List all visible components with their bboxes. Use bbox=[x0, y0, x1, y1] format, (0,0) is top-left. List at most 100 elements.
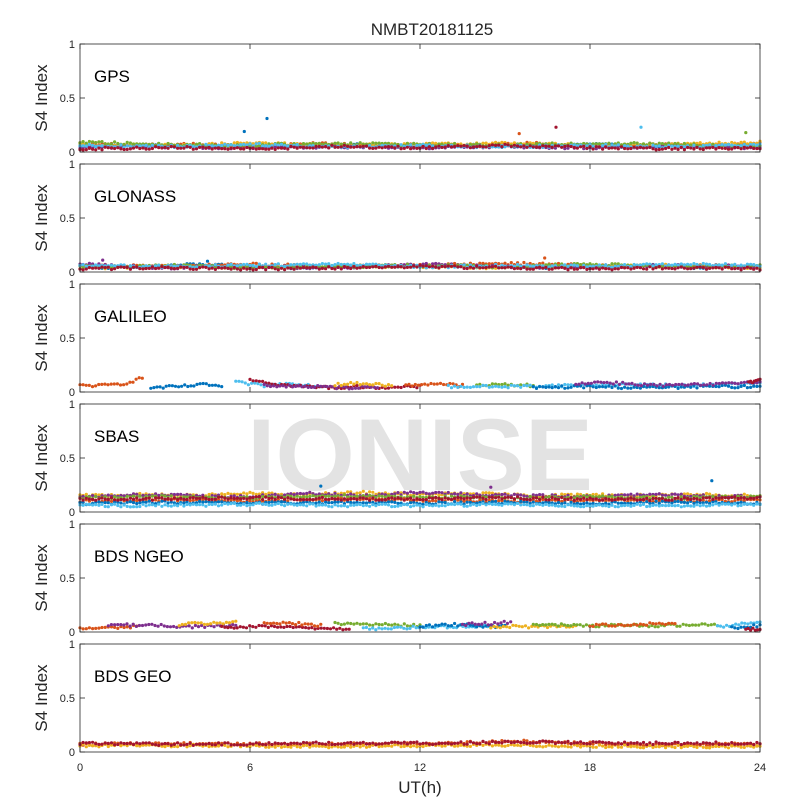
data-point bbox=[446, 383, 450, 387]
data-point bbox=[358, 502, 362, 507]
data-point bbox=[563, 266, 567, 270]
data-point bbox=[409, 147, 413, 151]
data-point bbox=[453, 502, 457, 507]
data-point bbox=[410, 384, 414, 388]
data-point bbox=[544, 144, 548, 148]
data-point bbox=[94, 498, 98, 502]
data-point bbox=[465, 500, 469, 504]
series-track bbox=[78, 142, 762, 152]
data-point bbox=[629, 141, 633, 145]
y-tick-label: 0 bbox=[69, 267, 75, 279]
data-point bbox=[264, 141, 268, 145]
data-point bbox=[262, 382, 266, 386]
data-point bbox=[125, 504, 129, 508]
data-point bbox=[284, 385, 288, 389]
data-point bbox=[437, 144, 441, 148]
data-point bbox=[664, 493, 668, 497]
data-point bbox=[289, 502, 293, 506]
data-point bbox=[339, 267, 343, 271]
data-point bbox=[273, 263, 277, 267]
data-point bbox=[708, 384, 712, 388]
data-point bbox=[611, 382, 615, 386]
data-point bbox=[468, 265, 472, 269]
data-point bbox=[708, 492, 712, 496]
data-point bbox=[478, 382, 482, 386]
data-point bbox=[667, 385, 671, 389]
data-point bbox=[412, 500, 416, 504]
data-point bbox=[161, 386, 165, 390]
data-point bbox=[131, 265, 136, 269]
data-point bbox=[109, 263, 114, 267]
data-point bbox=[431, 146, 435, 150]
data-point bbox=[84, 383, 88, 387]
data-point bbox=[188, 265, 192, 269]
data-point bbox=[87, 502, 91, 506]
data-point bbox=[81, 144, 85, 148]
data-point bbox=[90, 385, 95, 389]
data-point bbox=[242, 491, 246, 495]
data-point bbox=[383, 141, 387, 145]
data-point bbox=[696, 382, 700, 386]
data-point bbox=[87, 139, 91, 144]
data-point bbox=[679, 500, 683, 504]
data-point bbox=[550, 503, 554, 507]
data-point bbox=[242, 147, 246, 151]
data-point bbox=[701, 503, 705, 507]
data-point bbox=[679, 505, 683, 509]
data-point bbox=[254, 144, 258, 148]
data-point bbox=[386, 383, 391, 387]
data-point bbox=[191, 502, 195, 506]
data-point bbox=[220, 141, 224, 145]
data-point bbox=[204, 265, 208, 269]
data-point bbox=[660, 142, 665, 146]
data-point bbox=[591, 267, 595, 271]
data-point bbox=[438, 381, 443, 385]
data-point bbox=[301, 492, 306, 496]
data-point bbox=[673, 146, 677, 150]
data-point bbox=[311, 498, 315, 502]
data-point bbox=[424, 261, 428, 266]
data-point bbox=[380, 383, 384, 387]
data-point bbox=[708, 146, 712, 150]
data-point bbox=[431, 504, 435, 508]
data-point bbox=[730, 147, 734, 151]
data-point bbox=[94, 384, 98, 388]
data-point bbox=[150, 503, 154, 507]
data-point bbox=[677, 382, 681, 387]
data-point bbox=[207, 383, 211, 387]
data-point bbox=[563, 147, 567, 151]
data-point bbox=[418, 495, 422, 499]
data-point bbox=[164, 384, 168, 388]
data-point bbox=[516, 266, 520, 270]
data-point bbox=[226, 502, 230, 506]
data-point bbox=[371, 503, 375, 507]
data-point bbox=[125, 147, 129, 151]
data-point bbox=[616, 386, 620, 390]
data-point bbox=[138, 491, 142, 496]
data-point bbox=[689, 267, 693, 271]
data-point bbox=[427, 145, 431, 149]
data-point bbox=[553, 385, 558, 389]
data-point bbox=[235, 492, 239, 496]
data-point bbox=[251, 491, 255, 495]
data-point bbox=[327, 494, 331, 498]
data-point bbox=[336, 504, 340, 508]
data-point bbox=[135, 505, 139, 509]
data-point bbox=[311, 502, 315, 506]
data-point bbox=[641, 262, 646, 266]
data-point bbox=[248, 377, 252, 381]
data-point bbox=[226, 143, 230, 148]
data-point bbox=[550, 141, 554, 145]
data-point bbox=[503, 266, 507, 270]
data-point bbox=[456, 502, 460, 506]
data-point bbox=[128, 264, 132, 268]
data-point bbox=[541, 497, 545, 502]
data-point bbox=[245, 495, 249, 499]
data-point bbox=[339, 383, 343, 388]
data-point bbox=[616, 147, 620, 151]
data-point bbox=[582, 505, 586, 509]
data-point bbox=[100, 140, 104, 144]
data-point bbox=[692, 147, 696, 151]
data-point bbox=[125, 494, 129, 498]
